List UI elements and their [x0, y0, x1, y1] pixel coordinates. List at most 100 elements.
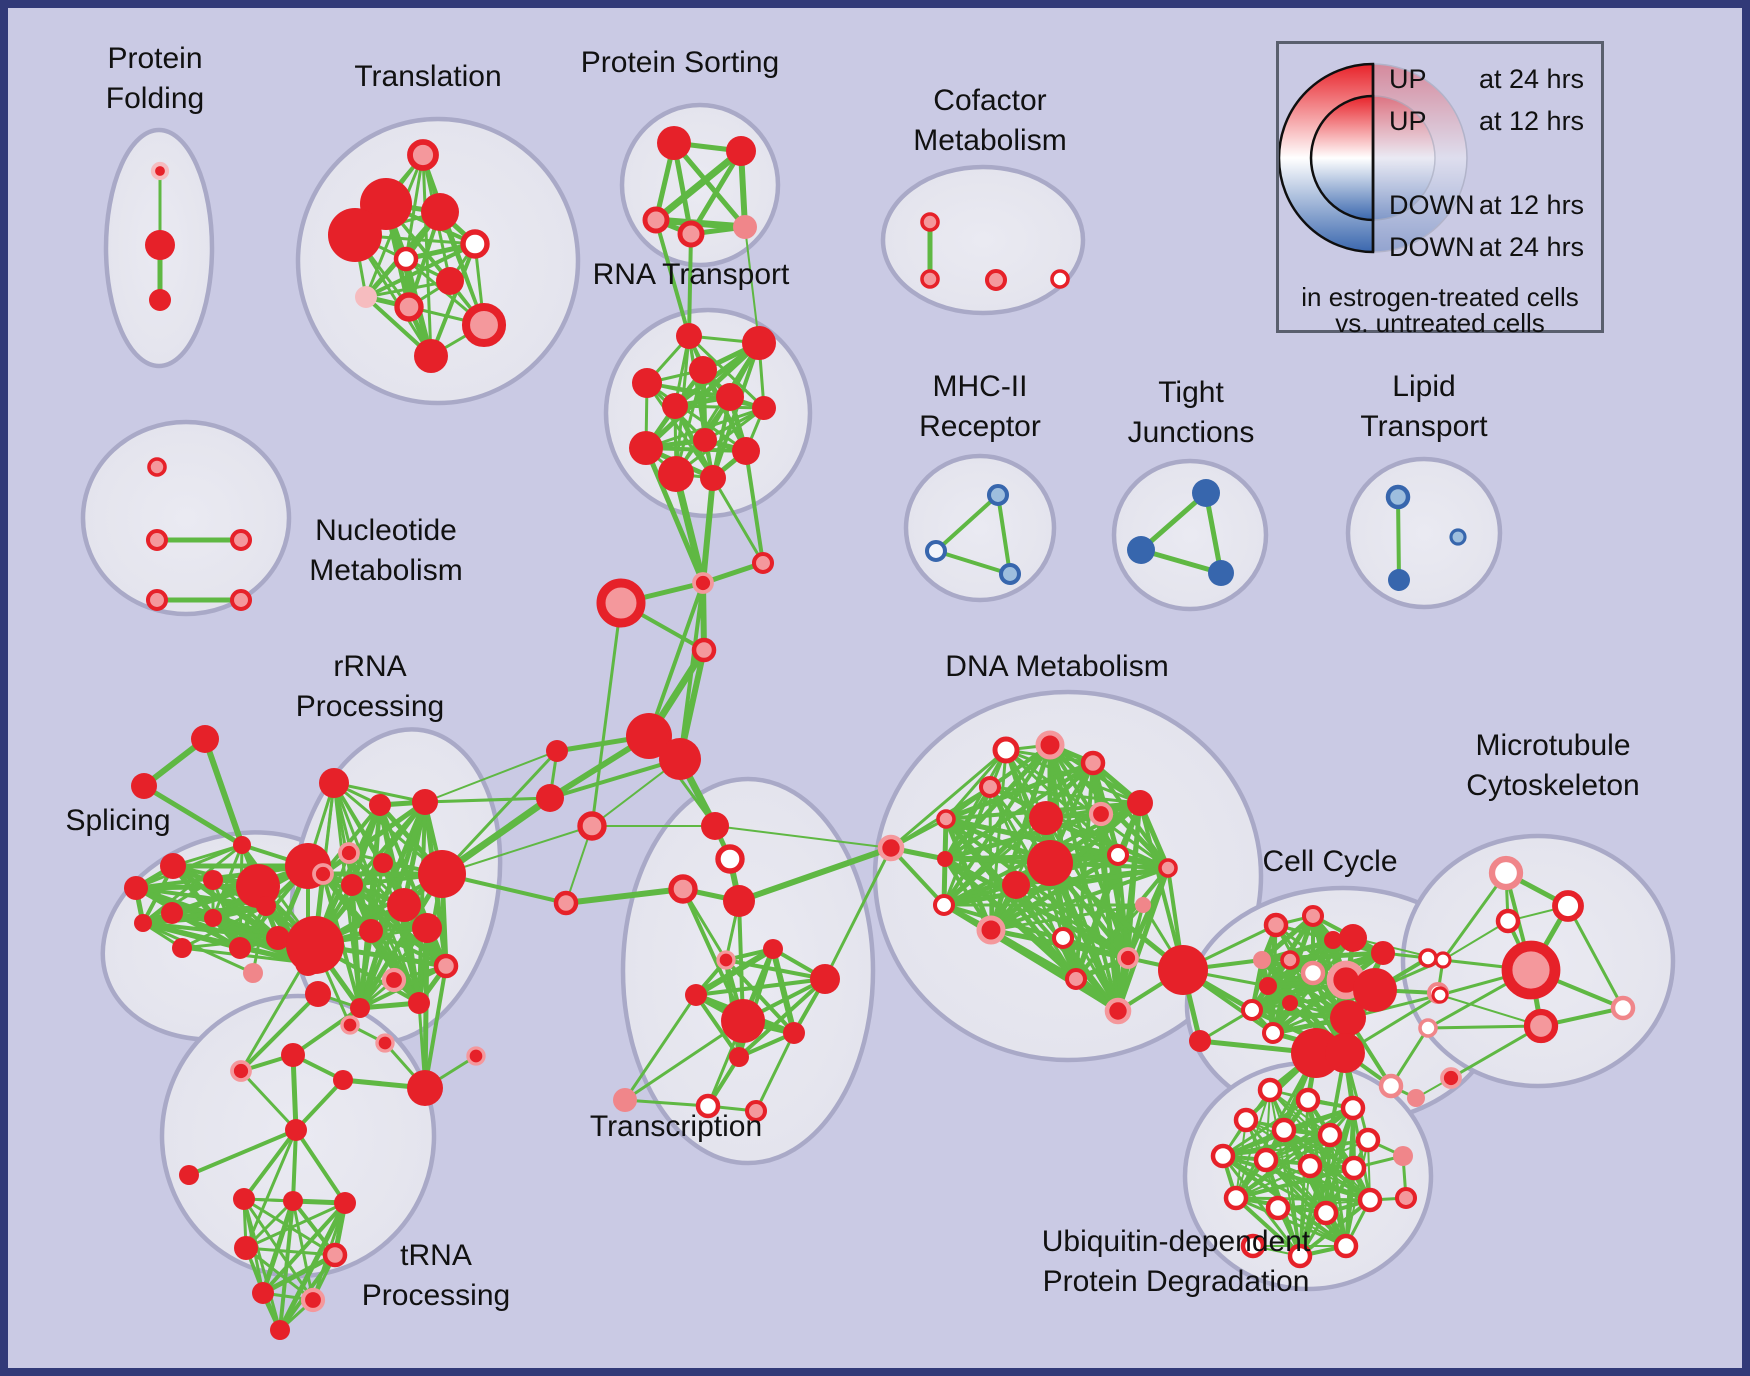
network-node: [340, 1015, 360, 1035]
network-edge: [711, 476, 765, 565]
network-node: [285, 1119, 307, 1141]
network-node: [1280, 950, 1300, 970]
network-node: [1295, 1087, 1321, 1113]
network-edge: [623, 1098, 710, 1108]
network-node: [393, 246, 419, 272]
network-edge: [988, 852, 1121, 933]
network-node: [229, 588, 253, 612]
network-edge: [244, 1246, 337, 1257]
cluster-ellipse-cofactor-metabolism: [880, 164, 1086, 316]
network-node: [716, 950, 736, 970]
network-edge: [736, 845, 894, 904]
network-edge: [244, 1246, 315, 1302]
network-node: [924, 539, 948, 563]
network-node: [626, 713, 672, 759]
cluster-label-cell-cycle: Cell Cycle: [1262, 845, 1397, 878]
network-node: [387, 888, 421, 922]
network-edge: [294, 1128, 347, 1205]
network-node: [716, 383, 744, 411]
network-edge: [645, 381, 748, 453]
legend-row: UP at 12 hrs: [1279, 106, 1601, 140]
network-node: [984, 268, 1008, 292]
network-edge: [202, 736, 245, 848]
legend-note-line2: vs. untreated cells: [1335, 308, 1545, 338]
network-edge: [260, 1252, 338, 1296]
cluster-label-dna-metabolism: DNA Metabolism: [945, 650, 1168, 683]
network-node: [1051, 926, 1075, 950]
network-node: [1341, 1155, 1367, 1181]
network-edge: [423, 964, 448, 1090]
network-edge: [332, 781, 427, 804]
network-edge: [643, 445, 706, 586]
network-edge: [548, 757, 682, 800]
network-node: [421, 193, 459, 231]
network-edge: [823, 846, 893, 981]
network-node: [305, 981, 331, 1007]
network-node: [160, 853, 186, 879]
network-edge: [693, 946, 776, 998]
network-edge: [694, 977, 827, 997]
network-node: [369, 794, 391, 816]
network-edge: [180, 904, 268, 950]
network-node: [461, 302, 507, 348]
network-edge: [1221, 1154, 1302, 1258]
network-node: [1355, 1127, 1381, 1153]
network-node: [1158, 858, 1178, 878]
network-edge: [291, 1128, 298, 1203]
network-node: [131, 773, 157, 799]
network-node: [1501, 940, 1561, 1000]
network-node: [596, 578, 646, 628]
legend-note-line1: in estrogen-treated cells: [1301, 282, 1579, 312]
network-edge: [654, 218, 691, 338]
network-node: [1240, 998, 1264, 1022]
network-node: [695, 1093, 721, 1119]
network-edge: [996, 493, 1012, 576]
network-edge: [244, 1128, 298, 1250]
network-node: [976, 915, 1006, 945]
network-node: [1407, 1089, 1425, 1107]
network-node: [381, 967, 407, 993]
network-edge: [141, 878, 215, 925]
network-edge: [1441, 871, 1508, 962]
network-edge: [1234, 1196, 1348, 1248]
network-node: [658, 456, 694, 492]
network-node: [763, 939, 783, 959]
network-node: [721, 999, 765, 1043]
cluster-label-protein-folding: Folding: [106, 82, 204, 115]
network-edge: [1250, 938, 1335, 1012]
network-node: [203, 870, 223, 890]
network-edge: [347, 851, 421, 1005]
network-node: [751, 551, 775, 575]
network-node: [460, 229, 490, 259]
network-node: [252, 1282, 274, 1304]
network-node: [412, 789, 438, 815]
network-node: [1223, 1185, 1249, 1211]
network-node: [1418, 1018, 1438, 1038]
network-node: [145, 230, 175, 260]
cluster-ellipse-nucleotide-metabolism: [80, 419, 292, 617]
network-node: [266, 926, 290, 950]
network-node: [1488, 855, 1524, 891]
cluster-label-microtubule-cytoskeleton: Cytoskeleton: [1466, 769, 1639, 802]
cluster-label-mhc-ii-receptor: Receptor: [919, 410, 1041, 443]
network-node: [733, 215, 757, 239]
network-node: [662, 393, 688, 419]
legend-circle-inner-left-half: [1309, 94, 1375, 222]
network-node: [1127, 536, 1155, 564]
network-node: [233, 1188, 255, 1210]
network-node: [677, 220, 705, 248]
network-edge: [671, 140, 748, 230]
network-edge: [1426, 1024, 1543, 1030]
network-node: [1265, 1195, 1291, 1221]
network-edge: [261, 1201, 347, 1295]
network-edge: [652, 147, 745, 224]
network-edge: [737, 977, 827, 1059]
network-node: [134, 914, 152, 932]
network-node: [145, 528, 169, 552]
network-edge: [1138, 490, 1209, 553]
network-edge: [1234, 1196, 1372, 1202]
network-node: [145, 588, 169, 612]
network-edge: [1566, 904, 1625, 1010]
network-node: [553, 890, 579, 916]
network-node: [1192, 479, 1220, 507]
